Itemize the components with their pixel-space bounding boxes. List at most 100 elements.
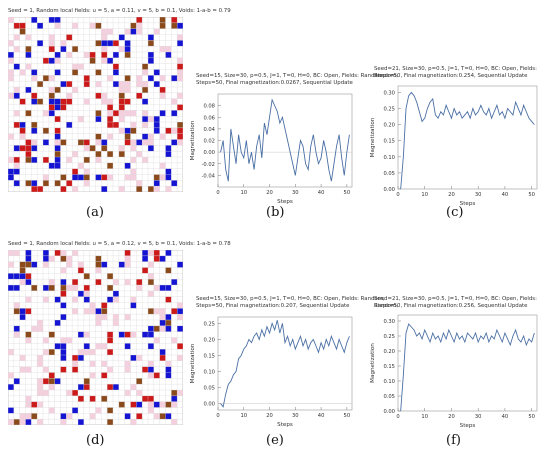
spin-cell-pink (83, 308, 90, 315)
y-tick-label: 0.30 (383, 319, 395, 325)
spin-cell-red (118, 98, 125, 105)
plot-frame (397, 314, 538, 412)
spin-cell-blue (31, 127, 38, 134)
spin-cell-brown (142, 87, 148, 93)
spin-cell-pink (13, 46, 20, 52)
spin-cell-brown (19, 28, 26, 35)
spin-cell-blue (124, 343, 131, 350)
spin-cell-pink (148, 261, 154, 268)
spin-cell-pink (66, 413, 73, 420)
spin-cell-pink (130, 122, 137, 128)
spin-cell-pink (43, 296, 49, 303)
spin-cell-pink (60, 267, 67, 274)
spin-cell-pink (72, 296, 78, 303)
spin-cell-brown (118, 92, 125, 99)
spin-cell-blue (124, 46, 131, 52)
spin-cell-brown (60, 139, 67, 146)
spin-cell-pink (118, 127, 125, 134)
spin-cell-red (95, 92, 102, 99)
spin-cell-blue (177, 22, 183, 29)
spin-cell-red (19, 127, 26, 134)
spin-cell-red (113, 63, 119, 70)
spin-cell-pink (37, 360, 43, 367)
spin-cell-pink (89, 302, 96, 309)
spin-cell-pink (13, 302, 20, 309)
spin-cell-brown (25, 261, 32, 268)
panel-f-letter: (f) (446, 433, 461, 448)
spin-cell-red (89, 395, 96, 402)
spin-cell-pink (124, 314, 131, 320)
spin-cell-red (48, 104, 55, 111)
spin-cell-blue (19, 122, 26, 128)
spin-cell-blue (165, 52, 172, 58)
spin-cell-pink (130, 419, 137, 425)
spin-cell-blue (19, 308, 26, 315)
spin-cell-blue (54, 157, 61, 163)
spin-cell-red (113, 40, 119, 47)
spin-cell-pink (142, 122, 148, 128)
spin-cell-pink (72, 87, 78, 93)
spin-cell-red (171, 308, 178, 315)
spin-cell-pink (31, 75, 38, 82)
spin-cell-brown (48, 285, 55, 291)
spin-cell-red (31, 92, 38, 99)
spin-cell-blue (95, 308, 102, 315)
spin-cell-pink (72, 151, 78, 157)
spin-cell-pink (153, 337, 160, 344)
spin-cell-pink (95, 139, 102, 146)
x-axis-label: Steps (460, 423, 476, 429)
spin-cell-pink (78, 349, 84, 355)
spin-cell-pink (118, 186, 125, 192)
spin-cell-pink (48, 34, 55, 41)
spin-cell-pink (48, 255, 55, 262)
spin-lattice-d (7, 249, 184, 429)
spin-cell-blue (101, 186, 108, 192)
y-tick-label: 0.20 (383, 349, 395, 355)
spin-cell-pink (19, 413, 26, 420)
spin-cell-blue (19, 314, 26, 320)
spin-cell-red (153, 372, 160, 379)
spin-cell-pink (37, 325, 43, 332)
y-axis-label: Magnetization (370, 343, 376, 383)
spin-cell-pink (101, 98, 108, 105)
spin-cell-red (107, 331, 113, 338)
spin-cell-pink (118, 81, 125, 87)
spin-cell-blue (54, 69, 61, 76)
spin-cell-brown (19, 261, 26, 268)
spin-cell-brown (37, 98, 43, 105)
spin-cell-blue (25, 419, 32, 425)
spin-cell-pink (66, 255, 73, 262)
spin-cell-red (72, 366, 78, 373)
spin-cell-blue (148, 325, 154, 332)
x-tick-label: 30 (475, 192, 482, 198)
y-tick-label: 0.30 (383, 90, 395, 96)
x-tick-label: 0 (216, 190, 219, 196)
spin-cell-blue (153, 401, 160, 408)
spin-cell-pink (148, 250, 154, 256)
spin-cell-blue (8, 52, 14, 58)
spin-cell-pink (177, 75, 183, 82)
spin-cell-blue (118, 34, 125, 41)
spin-cell-red (165, 296, 172, 303)
spin-cell-blue (159, 320, 166, 326)
spin-cell-blue (48, 110, 55, 117)
spin-cell-brown (118, 401, 125, 408)
spin-cell-pink (130, 139, 137, 146)
spin-cell-brown (107, 285, 113, 291)
panel-f-title-line2: Steps=50, Final magnetization:0.256, Seq… (374, 303, 528, 309)
spin-cell-pink (78, 162, 84, 169)
x-tick-label: 20 (266, 413, 273, 419)
x-tick-label: 10 (240, 190, 247, 196)
spin-cell-pink (13, 87, 20, 93)
spin-cell-blue (60, 355, 67, 361)
panel-b-letter: (b) (266, 205, 285, 220)
spin-cell-pink (130, 331, 137, 338)
spin-cell-brown (148, 186, 154, 192)
spin-cell-brown (101, 308, 108, 315)
spin-cell-pink (130, 296, 137, 303)
spin-cell-pink (37, 378, 43, 385)
spin-cell-brown (159, 22, 166, 29)
spin-cell-blue (165, 314, 172, 320)
y-tick-label: 0.05 (203, 386, 215, 392)
y-tick-label: 0.15 (383, 139, 395, 145)
